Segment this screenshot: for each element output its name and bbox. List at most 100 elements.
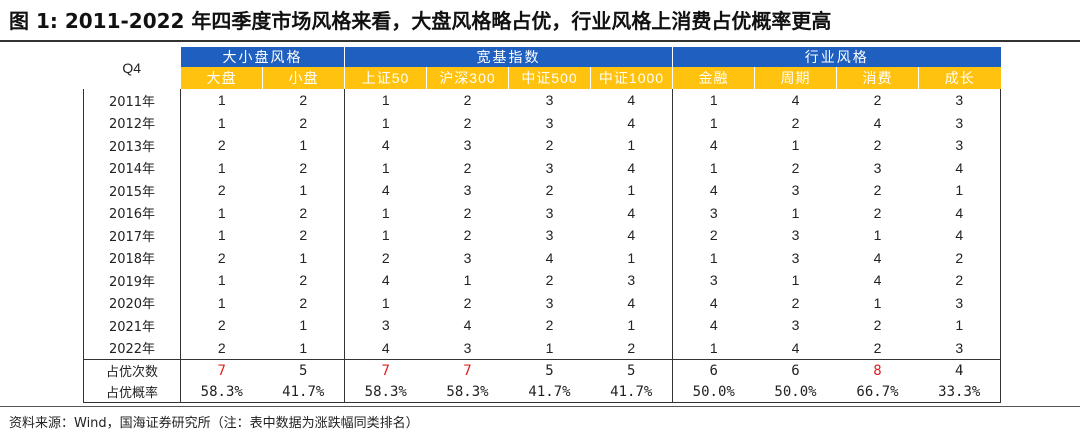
rank-cell: 1 [180, 156, 263, 179]
rank-cell: 2 [463, 294, 472, 311]
win-rate-cell: 41.7% [590, 381, 673, 403]
rank-cell: 2 [627, 339, 636, 356]
row-year: 2021年 [83, 314, 181, 337]
win-rate-cell: 58.3% [180, 381, 263, 403]
win-count-cell: 5 [262, 359, 345, 381]
rank-cell: 1 [918, 179, 1001, 202]
table-row: 2022年 2 1 4 3 1 2 1 4 2 3 [83, 336, 1001, 360]
table-row: 2012年 1 2 1 2 3 4 1 2 4 3 [83, 111, 1001, 134]
rank-cell: 2 [672, 224, 755, 247]
rank-cell: 3 [672, 269, 755, 292]
rank-cell: 1 [344, 111, 427, 134]
rank-cell: 2 [873, 182, 882, 199]
rank-cell: 4 [545, 249, 554, 266]
rank-cell: 2 [180, 134, 263, 157]
column-header: 大盘 [180, 67, 263, 89]
rank-cell: 2 [545, 182, 554, 199]
rank-cell: 1 [672, 156, 755, 179]
win-rate-cell: 50.0% [754, 381, 837, 403]
rank-cell: 2 [873, 339, 882, 356]
rank-cell: 1 [791, 137, 800, 154]
rank-cell: 4 [627, 114, 636, 131]
rank-cell: 1 [180, 269, 263, 292]
rank-cell: 2 [344, 246, 427, 269]
rank-cell: 4 [672, 134, 755, 157]
rank-cell: 4 [344, 134, 427, 157]
rank-cell: 3 [463, 249, 472, 266]
summary-row: 占优次数 7 5 7 7 5 5 6 6 8 4 [83, 359, 1001, 381]
rank-cell: 1 [672, 89, 755, 112]
win-rate-cell: 41.7% [262, 381, 345, 403]
rank-cell: 2 [463, 227, 472, 244]
win-rate-cell: 58.3% [344, 381, 427, 403]
rank-cell: 1 [299, 339, 308, 356]
rank-cell: 2 [545, 137, 554, 154]
row-year: 2018年 [83, 246, 181, 269]
win-count-cell: 6 [754, 359, 837, 381]
column-header: 沪深300 [426, 67, 509, 89]
rank-cell: 3 [873, 159, 882, 176]
rank-cell: 4 [918, 224, 1001, 247]
rank-cell: 1 [627, 137, 636, 154]
rank-cell: 1 [627, 182, 636, 199]
rank-cell: 4 [918, 201, 1001, 224]
rank-cell: 4 [344, 179, 427, 202]
rank-cell: 1 [672, 111, 755, 134]
rank-cell: 4 [791, 92, 800, 109]
row-year: 2015年 [83, 179, 181, 202]
rank-cell: 3 [918, 336, 1001, 360]
rank-cell: 2 [463, 114, 472, 131]
row-year: 2011年 [83, 89, 181, 112]
rank-cell: 3 [545, 227, 554, 244]
rank-cell: 1 [627, 249, 636, 266]
rank-cell: 2 [791, 114, 800, 131]
rank-cell: 4 [344, 336, 427, 360]
rank-cell: 1 [344, 224, 427, 247]
rank-cell: 1 [672, 246, 755, 269]
win-count-cell: 4 [918, 359, 1001, 381]
row-year: 2022年 [83, 336, 181, 360]
rank-cell: 2 [791, 159, 800, 176]
rank-cell: 2 [463, 92, 472, 109]
ranking-table: Q4 大小盘风格 宽基指数 行业风格 大盘 小盘 上证50 沪深300 中证50… [83, 47, 1001, 403]
rank-cell: 2 [299, 227, 308, 244]
summary-rows: 占优次数 7 5 7 7 5 5 6 6 8 4 占优概率 58.3% 41.7% 58.3% 58.3% 41… [83, 359, 1001, 403]
row-year: 2016年 [83, 201, 181, 224]
rank-cell: 1 [463, 272, 472, 289]
rank-cell: 3 [791, 182, 800, 199]
win-count-cell: 5 [590, 359, 673, 381]
rank-cell: 2 [791, 294, 800, 311]
rank-cell: 4 [627, 92, 636, 109]
column-header: 上证50 [344, 67, 427, 89]
rank-cell: 2 [918, 269, 1001, 292]
rank-cell: 4 [344, 269, 427, 292]
rank-cell: 4 [463, 317, 472, 334]
rank-cell: 2 [545, 317, 554, 334]
rank-cell: 2 [873, 317, 882, 334]
rank-cell: 4 [627, 227, 636, 244]
rank-cell: 3 [545, 114, 554, 131]
rank-cell: 1 [672, 336, 755, 360]
table-row: 2019年 1 2 4 1 2 3 3 1 4 2 [83, 269, 1001, 292]
column-header: 消费 [836, 67, 919, 89]
rank-cell: 4 [672, 291, 755, 314]
rank-cell: 1 [873, 227, 882, 244]
rank-cell: 2 [299, 204, 308, 221]
rank-cell: 1 [545, 339, 554, 356]
rank-cell: 2 [299, 159, 308, 176]
rank-cell: 3 [545, 92, 554, 109]
win-count-cell: 5 [508, 359, 591, 381]
rank-cell: 1 [344, 156, 427, 179]
win-rate-cell: 66.7% [836, 381, 919, 403]
rank-cell: 2 [299, 114, 308, 131]
column-header: 中证1000 [590, 67, 673, 89]
table-row: 2014年 1 2 1 2 3 4 1 2 3 4 [83, 156, 1001, 179]
rank-cell: 3 [463, 137, 472, 154]
rank-cell: 2 [180, 246, 263, 269]
rank-cell: 4 [672, 314, 755, 337]
source-rule [0, 406, 1080, 407]
corner-label: Q4 [83, 47, 181, 89]
rank-cell: 3 [545, 204, 554, 221]
source-note: 资料来源：Wind，国海证券研究所（注：表中数据为涨跌幅同类排名） [9, 416, 419, 431]
rank-cell: 1 [299, 249, 308, 266]
